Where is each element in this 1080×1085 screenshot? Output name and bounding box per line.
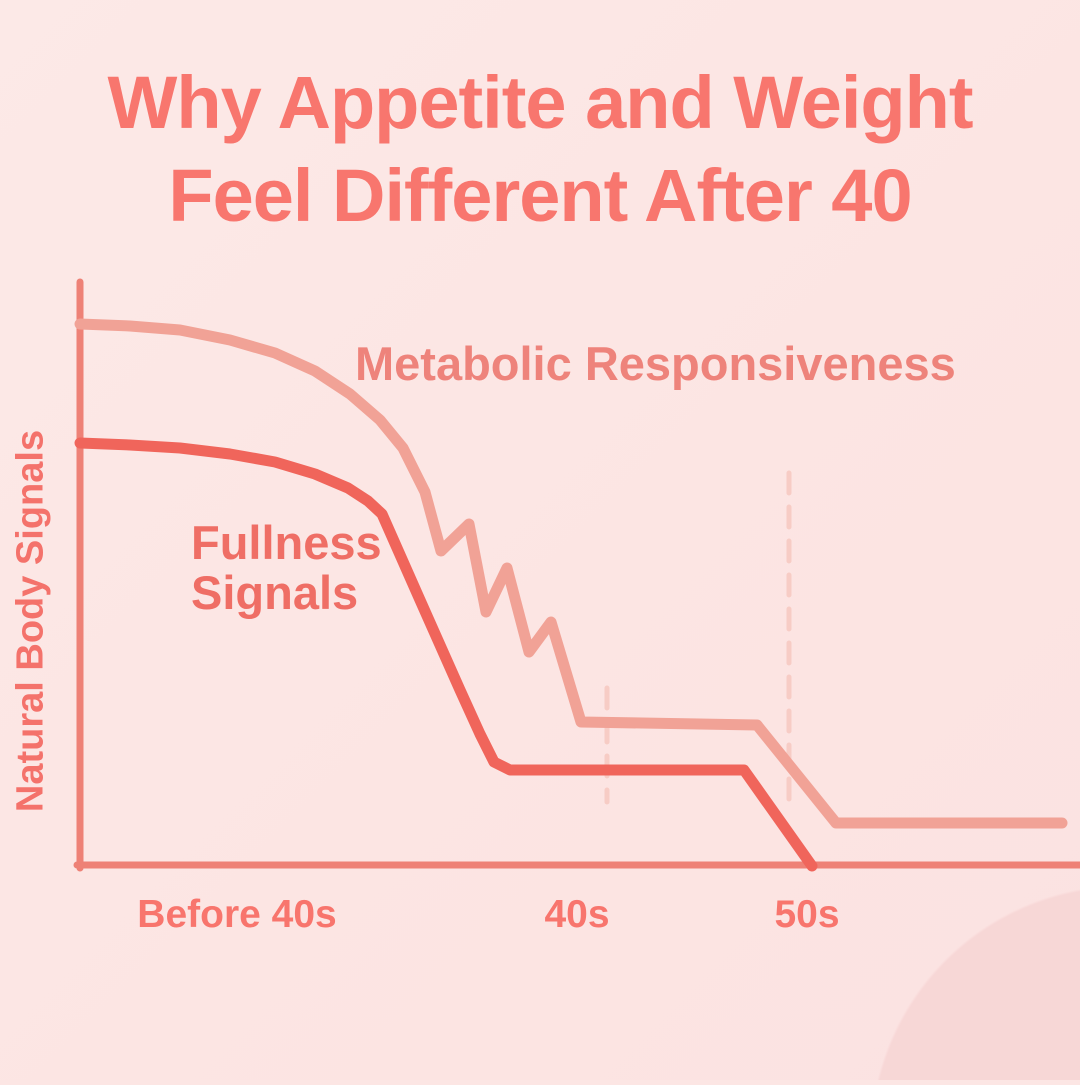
- metabolic-responsiveness-label: Metabolic Responsiveness: [355, 337, 956, 390]
- page-title-line2: Feel Different After 40: [168, 154, 912, 237]
- x-tick-label-before-40s: Before 40s: [137, 893, 337, 936]
- y-axis-label: Natural Body Signals: [9, 429, 52, 813]
- fullness-signals-label: Fullness Signals: [191, 518, 382, 618]
- x-tick-label-40s: 40s: [544, 893, 610, 936]
- series-line-metabolic-responsiveness: [74, 318, 1068, 829]
- fullness-signals-label-line2: Signals: [191, 566, 359, 619]
- fullness-signals-label-line1: Fullness: [191, 516, 382, 569]
- series-line-fullness-signals: [74, 437, 818, 872]
- page-title-line1: Why Appetite and Weight: [107, 61, 974, 144]
- x-tick-label-50s: 50s: [774, 893, 840, 936]
- page-title: Why Appetite and Weight Feel Different A…: [0, 56, 1080, 242]
